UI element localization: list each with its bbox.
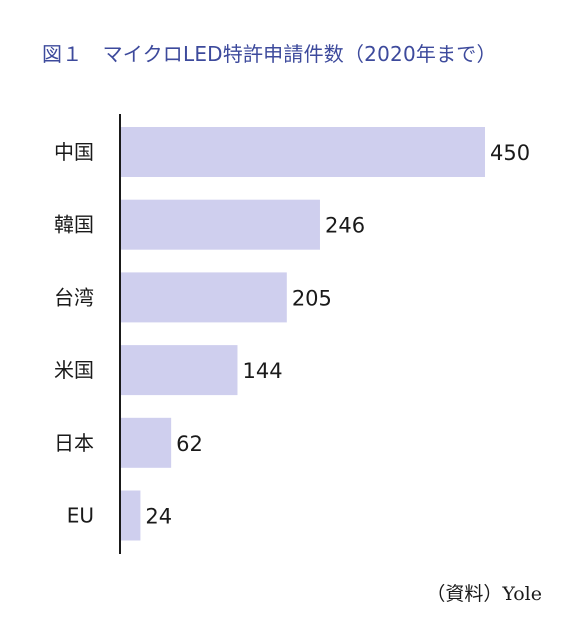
value-label: 24 [145, 505, 172, 529]
bar-2 [121, 272, 287, 323]
category-label: 中国 [54, 140, 94, 164]
bar-5 [121, 490, 141, 541]
bar-1 [121, 199, 320, 250]
chart-title: 図１ マイクロLED特許申請件数（2020年まで） [42, 42, 497, 66]
category-label: 韓国 [54, 213, 94, 237]
category-label: 台湾 [54, 285, 94, 309]
labels-layer: 中国 450 韓国 246 台湾 205 米国 144 日本 62 EU 24 [54, 140, 530, 529]
bar-3 [121, 345, 238, 396]
category-label: EU [67, 504, 94, 528]
value-label: 246 [325, 214, 365, 238]
source-note: （資料）Yole [426, 583, 542, 605]
category-label: 米国 [54, 358, 94, 382]
value-label: 62 [176, 432, 203, 456]
value-label: 144 [242, 359, 282, 383]
value-label: 205 [292, 286, 332, 310]
bar-4 [121, 417, 172, 468]
category-label: 日本 [54, 431, 94, 455]
bars-layer [121, 127, 485, 541]
value-label: 450 [490, 141, 530, 165]
bar-0 [121, 127, 485, 177]
